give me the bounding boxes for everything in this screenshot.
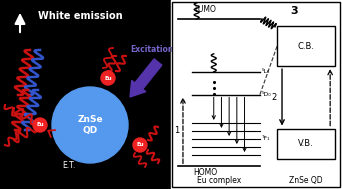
Text: Eu: Eu [36, 122, 44, 128]
FancyArrowPatch shape [48, 130, 55, 137]
FancyArrow shape [130, 59, 162, 97]
Text: Eu: Eu [136, 143, 144, 147]
Text: Excitation: Excitation [130, 46, 174, 54]
Text: ⁵D₀: ⁵D₀ [262, 92, 272, 97]
Bar [277, 26, 335, 66]
Text: 3: 3 [290, 6, 298, 16]
Text: ⁵L₆: ⁵L₆ [262, 69, 270, 74]
Text: 2: 2 [272, 93, 277, 102]
Bar [171, 0, 342, 189]
Text: E.T.: E.T. [62, 160, 75, 170]
Bar [172, 2, 340, 187]
Text: ZnSe QD: ZnSe QD [289, 176, 323, 185]
Text: LUMO: LUMO [194, 5, 216, 14]
Circle shape [52, 87, 128, 163]
Circle shape [133, 138, 147, 152]
Circle shape [101, 71, 115, 85]
Text: C.B.: C.B. [298, 42, 315, 51]
Text: HOMO: HOMO [193, 168, 217, 177]
Text: ZnSe
QD: ZnSe QD [77, 115, 103, 135]
Text: Eu: Eu [104, 75, 112, 81]
Text: Eu complex: Eu complex [197, 176, 241, 185]
Circle shape [33, 118, 47, 132]
Text: 1: 1 [174, 126, 180, 135]
Text: ⁷F₁: ⁷F₁ [262, 136, 271, 141]
Text: White emission: White emission [38, 11, 123, 21]
Bar [277, 129, 335, 159]
Text: V.B.: V.B. [298, 139, 314, 148]
